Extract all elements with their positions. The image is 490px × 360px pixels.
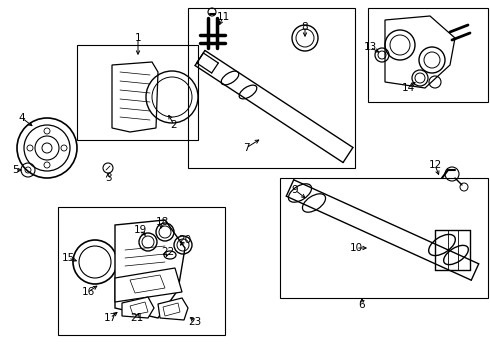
- Text: 23: 23: [188, 317, 201, 327]
- Polygon shape: [112, 62, 158, 132]
- Polygon shape: [130, 275, 165, 293]
- Ellipse shape: [289, 184, 312, 202]
- Bar: [280, 178, 488, 298]
- Text: 21: 21: [130, 313, 144, 323]
- Text: 3: 3: [105, 173, 111, 183]
- Text: 15: 15: [61, 253, 74, 263]
- Text: 4: 4: [19, 113, 25, 123]
- Bar: [188, 8, 355, 168]
- Polygon shape: [130, 302, 148, 315]
- Text: 22: 22: [161, 247, 174, 257]
- Text: 20: 20: [178, 235, 192, 245]
- Polygon shape: [163, 303, 180, 316]
- Polygon shape: [122, 297, 154, 318]
- Text: 16: 16: [81, 287, 95, 297]
- Text: 13: 13: [364, 42, 377, 52]
- Text: 18: 18: [155, 217, 169, 227]
- Text: 6: 6: [359, 300, 366, 310]
- Bar: [58, 207, 225, 335]
- Text: 12: 12: [428, 160, 441, 170]
- Text: 14: 14: [401, 83, 415, 93]
- Bar: [77, 45, 198, 140]
- Text: 7: 7: [243, 143, 249, 153]
- Bar: [368, 8, 488, 102]
- Polygon shape: [115, 268, 182, 302]
- Text: 2: 2: [171, 120, 177, 130]
- Ellipse shape: [302, 194, 325, 212]
- Text: 19: 19: [133, 225, 147, 235]
- Polygon shape: [115, 220, 185, 318]
- Text: 17: 17: [103, 313, 117, 323]
- Text: 8: 8: [302, 22, 308, 32]
- Text: 9: 9: [292, 185, 298, 195]
- Polygon shape: [385, 16, 455, 88]
- Text: 10: 10: [349, 243, 363, 253]
- Text: 1: 1: [135, 33, 141, 43]
- Ellipse shape: [429, 234, 455, 256]
- Ellipse shape: [443, 246, 468, 265]
- Polygon shape: [158, 298, 188, 320]
- Circle shape: [42, 143, 52, 153]
- Text: 5: 5: [12, 165, 18, 175]
- Text: 11: 11: [217, 12, 230, 22]
